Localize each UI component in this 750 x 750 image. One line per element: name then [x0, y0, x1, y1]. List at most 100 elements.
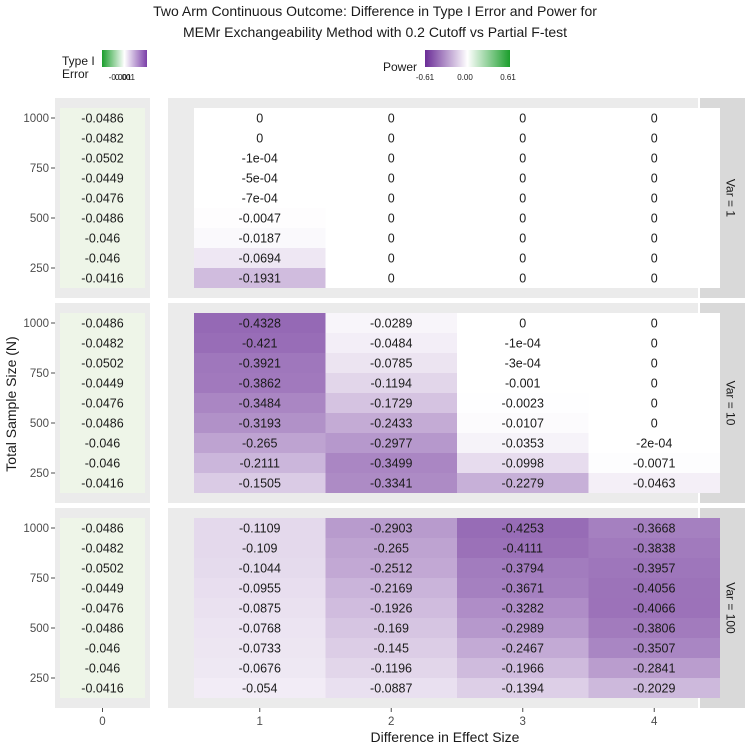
power-cell-label: -0.3794 — [502, 562, 544, 576]
power-cell — [194, 433, 326, 453]
power-cell — [588, 168, 720, 188]
power-cell — [457, 558, 589, 578]
power-cell — [194, 313, 326, 333]
power-cell — [194, 518, 326, 538]
legend-power: Power -0.61 0.00 0.61 — [383, 50, 516, 82]
power-cell-label: 0 — [651, 357, 658, 371]
power-cell — [588, 598, 720, 618]
power-cell — [588, 333, 720, 353]
power-cell — [325, 248, 457, 268]
power-cell — [588, 228, 720, 248]
type1-cell — [60, 518, 145, 538]
power-cell-label: -0.0484 — [370, 337, 412, 351]
power-cell-label: -5e-04 — [242, 172, 278, 186]
power-cell-label: 0 — [388, 252, 395, 266]
power-cell-label: -0.169 — [374, 622, 409, 636]
y-axis-title: Total Sample Size (N) — [3, 336, 19, 471]
power-cell — [325, 433, 457, 453]
power-cell-label: -0.265 — [242, 437, 277, 451]
type1-cell-label: -0.0502 — [81, 562, 123, 576]
type1-cell-label: -0.0502 — [81, 357, 123, 371]
power-cell-label: -0.0785 — [370, 357, 412, 371]
power-cell — [194, 598, 326, 618]
power-cell-label: -0.145 — [374, 642, 409, 656]
power-cell-label: -0.3341 — [370, 477, 412, 491]
y-tick-label: 250 — [30, 673, 49, 685]
power-cell-label: -0.1109 — [239, 522, 281, 536]
power-cell-label: -0.2279 — [502, 477, 544, 491]
x-tick-label: 0 — [99, 716, 105, 728]
y-tick-label: 250 — [30, 263, 49, 275]
power-cell — [588, 353, 720, 373]
power-cell — [457, 353, 589, 373]
power-cell — [588, 373, 720, 393]
type1-cell — [60, 618, 145, 638]
facet-panels: Var = 1 -0.0486 -0.0482 -0.0502 -0.0449 -0.04… — [23, 98, 745, 728]
type1-cell-label: -0.0416 — [81, 477, 123, 491]
power-cell — [457, 128, 589, 148]
power-cell — [457, 333, 589, 353]
type1-cell — [60, 678, 145, 698]
legend-type1-tick-high: 0.001 — [115, 73, 136, 82]
power-cell-label: -0.0023 — [502, 397, 544, 411]
type1-cell-label: -0.0476 — [81, 602, 123, 616]
power-cell — [325, 168, 457, 188]
power-cell — [588, 678, 720, 698]
power-cell — [325, 658, 457, 678]
x-axis-title: Difference in Effect Size — [371, 729, 520, 745]
legend-type1-colorbar — [102, 50, 147, 67]
power-cell-label: 0 — [519, 152, 526, 166]
type1-cell — [60, 228, 145, 248]
power-cell-label: 0 — [388, 272, 395, 286]
power-cell-label: -0.0955 — [239, 582, 281, 596]
power-cell — [194, 208, 326, 228]
power-cell-label: -0.1729 — [370, 397, 412, 411]
power-cell — [194, 618, 326, 638]
power-cell-label: -0.3668 — [633, 522, 675, 536]
y-tick-label: 1000 — [23, 113, 49, 125]
power-cell — [194, 658, 326, 678]
power-cell-label: 0 — [651, 377, 658, 391]
power-cell — [457, 208, 589, 228]
power-cell — [194, 538, 326, 558]
power-cell — [588, 208, 720, 228]
type1-cell-label: -0.046 — [85, 457, 120, 471]
type1-cell-label: -0.0486 — [81, 417, 123, 431]
power-cell — [457, 168, 589, 188]
power-cell-label: -0.4056 — [633, 582, 675, 596]
power-cell — [457, 658, 589, 678]
legend-power-tick-mid: 0.00 — [457, 73, 473, 82]
power-cell — [325, 333, 457, 353]
type1-cell-label: -0.0486 — [81, 522, 123, 536]
power-cell-label: -0.2433 — [370, 417, 412, 431]
power-cell — [457, 638, 589, 658]
power-cell — [194, 558, 326, 578]
facet-strip-label: Var = 10 — [724, 381, 738, 426]
power-cell — [457, 473, 589, 493]
type1-cell — [60, 578, 145, 598]
facet-strip-label: Var = 100 — [724, 582, 738, 634]
type1-cell — [60, 373, 145, 393]
power-cell — [194, 578, 326, 598]
power-cell-label: -0.054 — [242, 682, 277, 696]
type1-cell — [60, 108, 145, 128]
power-cell-label: -0.3193 — [239, 417, 281, 431]
power-cell — [588, 453, 720, 473]
facet-panel-2: Var = 10 -0.0486 -0.0482 -0.0502 -0.0449 -0.0… — [23, 303, 745, 503]
power-cell-label: -0.3921 — [239, 357, 281, 371]
power-cell-label: -0.2467 — [502, 642, 544, 656]
power-cell — [457, 228, 589, 248]
power-cell-label: -0.1505 — [239, 477, 281, 491]
power-cell — [325, 638, 457, 658]
power-cell — [194, 373, 326, 393]
power-cell-label: 0 — [519, 132, 526, 146]
power-cell-label: -0.0353 — [502, 437, 544, 451]
power-cell-label: -0.0187 — [239, 232, 281, 246]
power-cell — [325, 313, 457, 333]
power-cell-label: 0 — [651, 317, 658, 331]
type1-cell-label: -0.0476 — [81, 192, 123, 206]
power-cell-label: 0 — [651, 192, 658, 206]
power-cell-label: 0 — [388, 112, 395, 126]
type1-cell-label: -0.0416 — [81, 272, 123, 286]
